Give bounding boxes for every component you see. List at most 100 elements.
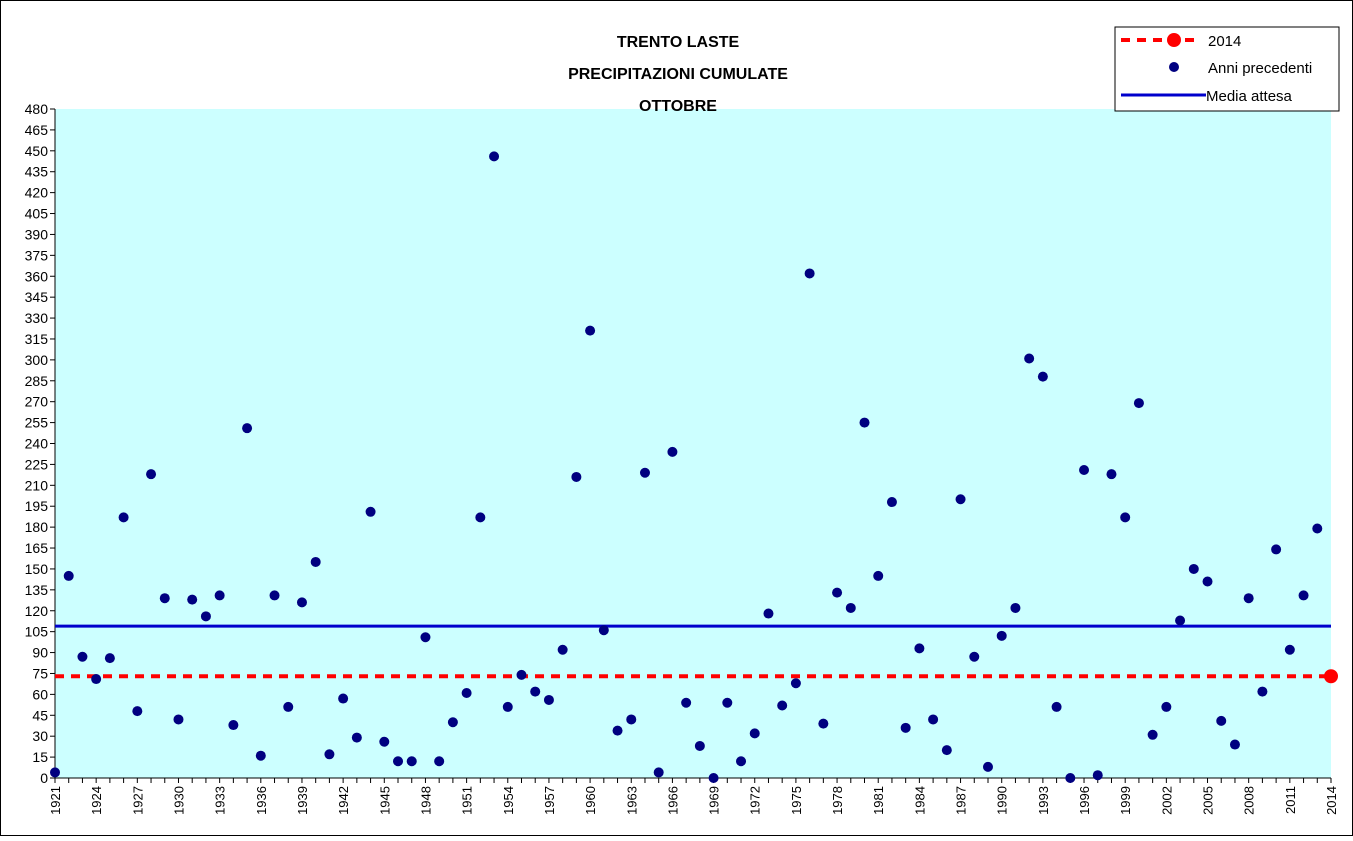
chart-title: TRENTO LASTE PRECIPITAZIONI CUMULATE OTT… — [568, 34, 788, 115]
data-point-1971 — [736, 756, 747, 767]
data-point-1967 — [681, 697, 692, 708]
data-point-1969 — [708, 773, 719, 783]
y-tick-label: 405 — [25, 206, 49, 222]
data-point-1933 — [214, 590, 225, 601]
data-point-1950 — [447, 717, 458, 728]
x-tick-label: 1924 — [89, 786, 104, 815]
x-tick-label: 2014 — [1324, 786, 1339, 815]
y-axis: 0 15 30 45 60 75 90 105 120 135 150 165 180 195 210 225… — [25, 101, 56, 786]
chart-title-line-1: TRENTO LASTE — [617, 34, 740, 51]
y-tick-label: 360 — [25, 268, 49, 284]
data-point-1956 — [530, 686, 541, 697]
y-tick-label: 210 — [25, 477, 49, 493]
data-point-1975 — [790, 678, 801, 689]
data-point-1962 — [612, 725, 623, 736]
y-tick-label: 120 — [25, 603, 49, 619]
data-point-2001 — [1147, 729, 1158, 740]
data-point-1947 — [406, 756, 417, 767]
data-point-1965 — [653, 767, 664, 778]
x-tick-label: 1987 — [954, 786, 969, 815]
y-tick-label: 390 — [25, 226, 49, 242]
legend-expected-mean-label: Media attesa — [1206, 88, 1293, 105]
data-point-1951 — [461, 687, 472, 698]
data-point-2006 — [1216, 715, 1227, 726]
data-point-1946 — [393, 756, 404, 767]
x-tick-label: 1936 — [254, 786, 269, 815]
data-point-1922 — [63, 570, 74, 581]
data-point-1982 — [886, 497, 897, 508]
x-tick-label: 1981 — [871, 786, 886, 815]
data-point-1945 — [379, 736, 390, 747]
data-point-1998 — [1106, 469, 1117, 480]
data-point-1958 — [557, 644, 568, 655]
y-tick-label: 165 — [25, 540, 49, 556]
data-point-1966 — [667, 446, 678, 457]
y-tick-label: 45 — [32, 707, 48, 723]
data-point-1983 — [900, 722, 911, 733]
y-tick-label: 270 — [25, 394, 49, 410]
reference-lines — [55, 624, 1331, 679]
x-tick-label: 1927 — [130, 786, 145, 815]
data-point-1936 — [255, 750, 266, 761]
x-tick-label: 1954 — [501, 786, 516, 815]
data-point-2004 — [1188, 563, 1199, 574]
x-tick-label: 1957 — [542, 786, 557, 815]
y-tick-label: 60 — [32, 686, 48, 702]
data-point-2013 — [1312, 523, 1323, 534]
x-tick-label: 1996 — [1077, 786, 1092, 815]
legend-previous-years-marker-icon — [1169, 62, 1179, 72]
data-point-1921 — [50, 767, 60, 778]
y-tick-label: 375 — [25, 247, 49, 263]
x-tick-label: 1948 — [418, 786, 433, 815]
x-tick-label: 1942 — [336, 786, 351, 815]
data-point-1987 — [955, 494, 966, 505]
x-tick-label: 1984 — [912, 786, 927, 815]
data-point-1964 — [639, 467, 650, 478]
data-point-1977 — [818, 718, 829, 729]
y-tick-label: 90 — [32, 645, 48, 661]
data-point-1960 — [585, 325, 596, 336]
chart-title-line-3: OTTOBRE — [639, 98, 717, 115]
y-tick-label: 0 — [40, 770, 48, 786]
data-point-2012 — [1298, 590, 1309, 601]
data-point-1970 — [722, 697, 733, 708]
legend-box — [1114, 26, 1340, 112]
data-points — [50, 151, 1338, 783]
data-point-1931 — [187, 594, 198, 605]
data-point-1986 — [941, 745, 952, 756]
data-point-1941 — [324, 749, 335, 760]
x-tick-label: 2002 — [1159, 786, 1174, 815]
data-point-1929 — [159, 593, 170, 604]
data-point-1978 — [832, 587, 843, 598]
x-tick-label: 1999 — [1118, 786, 1133, 815]
data-point-1949 — [434, 756, 445, 767]
y-tick-label: 450 — [25, 143, 49, 159]
x-tick-label: 1975 — [789, 786, 804, 815]
data-point-1954 — [502, 701, 513, 712]
data-point-1976 — [804, 268, 815, 279]
x-tick-label: 1978 — [830, 786, 845, 815]
x-tick-label: 1966 — [665, 786, 680, 815]
data-point-1926 — [118, 512, 129, 523]
data-point-2014 — [1324, 669, 1338, 684]
data-point-1955 — [516, 669, 527, 680]
data-point-1953 — [489, 151, 500, 162]
data-point-1973 — [763, 608, 774, 619]
x-tick-label: 1969 — [707, 786, 722, 815]
data-point-1984 — [914, 643, 925, 654]
y-tick-label: 315 — [25, 331, 49, 347]
data-point-1959 — [571, 471, 582, 482]
legend: 2014 Anni precedenti Media attesa — [1114, 26, 1340, 112]
y-tick-label: 300 — [25, 352, 49, 368]
data-point-1993 — [1037, 371, 1048, 382]
x-tick-label: 1921 — [48, 786, 63, 815]
y-tick-label: 345 — [25, 289, 49, 305]
x-tick-label: 1993 — [1036, 786, 1051, 815]
x-tick-label: 2005 — [1201, 786, 1216, 815]
y-tick-label: 180 — [25, 519, 49, 535]
data-point-1944 — [365, 506, 376, 517]
data-point-1974 — [777, 700, 788, 711]
data-point-1939 — [296, 597, 307, 608]
